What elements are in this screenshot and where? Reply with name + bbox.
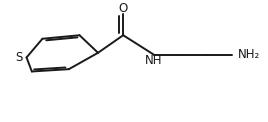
Text: O: O [118,2,128,15]
Text: S: S [16,51,23,64]
Text: NH₂: NH₂ [238,48,260,61]
Text: NH: NH [145,54,162,67]
